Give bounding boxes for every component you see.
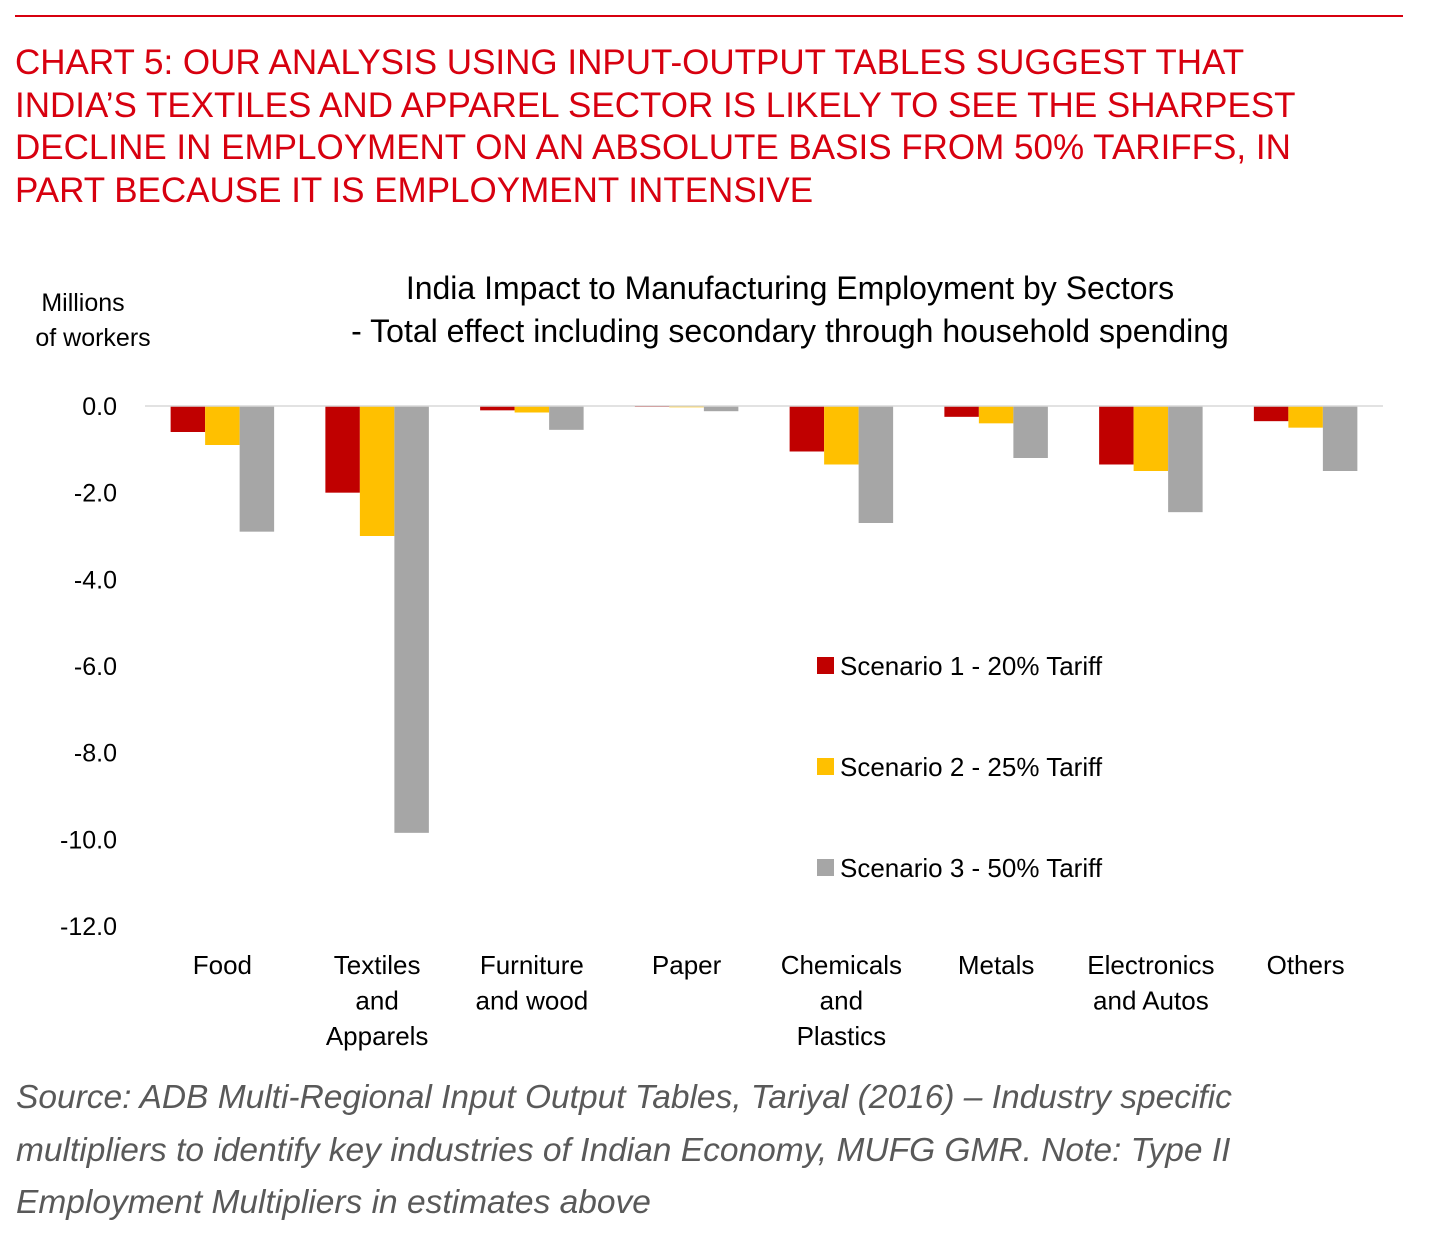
x-tick-label: Textiles xyxy=(334,950,421,980)
y-tick-label: 0.0 xyxy=(82,393,117,421)
heading-line: PART BECAUSE IT IS EMPLOYMENT INTENSIVE xyxy=(15,170,814,210)
bar xyxy=(480,406,515,411)
bar xyxy=(1133,406,1169,471)
bar xyxy=(549,406,584,430)
chart-title-line: - Total effect including secondary throu… xyxy=(351,313,1229,349)
x-axis-labels: Food Textiles and Apparels Furniture and wood… xyxy=(193,950,1345,1051)
y-axis-ticks: 0.0 -2.0 -4.0 -6.0 -8.0 -10.0 -12.0 xyxy=(60,393,117,941)
bar xyxy=(824,406,859,465)
y-tick-label: -6.0 xyxy=(74,653,117,681)
source-line: Source: ADB Multi-Regional Input Output … xyxy=(16,1079,1232,1116)
x-tick-label: and xyxy=(355,986,398,1016)
chart-title-line: India Impact to Manufacturing Employment… xyxy=(406,270,1174,306)
heading-line: CHART 5: OUR ANALYSIS USING INPUT-OUTPUT… xyxy=(15,43,1245,82)
x-tick-label: and wood xyxy=(475,986,588,1016)
bar xyxy=(514,406,550,413)
legend-label: Scenario 1 - 20% Tariff xyxy=(840,651,1103,681)
x-tick-label: Paper xyxy=(652,950,722,980)
legend-label: Scenario 3 - 50% Tariff xyxy=(840,853,1103,883)
employment-bar-chart: Millions of workers India Impact to Manu… xyxy=(35,270,1383,1051)
legend-swatch xyxy=(817,758,834,775)
bar xyxy=(239,406,275,532)
x-tick-label: and Autos xyxy=(1093,986,1209,1016)
chart-heading: CHART 5: OUR ANALYSIS USING INPUT-OUTPUT… xyxy=(15,42,1415,212)
legend-label: Scenario 2 - 25% Tariff xyxy=(840,752,1103,782)
x-tick-label: Furniture xyxy=(480,950,584,980)
source-line: multipliers to identify key industries o… xyxy=(16,1131,1231,1169)
y-tick-label: -12.0 xyxy=(60,913,117,941)
bar xyxy=(944,406,979,417)
legend-swatch xyxy=(817,859,834,876)
source-line: Employment Multipliers in estimates abov… xyxy=(16,1184,651,1221)
x-tick-label: Electronics xyxy=(1087,950,1214,980)
bar xyxy=(359,406,395,536)
x-tick-label: Metals xyxy=(958,950,1035,980)
x-tick-label: Others xyxy=(1267,950,1345,980)
bar xyxy=(703,406,739,412)
bar xyxy=(1322,406,1358,471)
x-tick-label: Chemicals xyxy=(781,950,902,980)
y-tick-label: -4.0 xyxy=(74,566,117,594)
top-divider xyxy=(15,15,1403,17)
bar xyxy=(1013,406,1048,458)
bar xyxy=(789,406,825,452)
legend: Scenario 1 - 20% Tariff Scenario 2 - 25% … xyxy=(817,651,1103,883)
y-tick-label: -8.0 xyxy=(74,740,117,768)
bars xyxy=(170,406,1358,833)
x-tick-label: Plastics xyxy=(797,1021,887,1051)
bar xyxy=(394,406,429,833)
bar xyxy=(170,406,206,432)
y-axis-label-line: Millions xyxy=(41,289,124,317)
bar xyxy=(1099,406,1134,465)
bar xyxy=(978,406,1014,424)
x-tick-label: and xyxy=(820,986,863,1016)
y-tick-label: -2.0 xyxy=(74,480,117,508)
bar xyxy=(325,406,360,493)
bar xyxy=(1168,406,1203,513)
x-tick-label: Apparels xyxy=(326,1021,429,1051)
bar xyxy=(1288,406,1323,428)
y-axis-label-line: of workers xyxy=(35,324,150,352)
x-tick-label: Food xyxy=(193,950,252,980)
source-note: Source: ADB Multi-Regional Input Output … xyxy=(16,1072,1416,1230)
bar xyxy=(1253,406,1289,422)
heading-line: INDIA’S TEXTILES AND APPAREL SECTOR IS L… xyxy=(15,85,1296,125)
bar xyxy=(858,406,894,523)
heading-line: DECLINE IN EMPLOYMENT ON AN ABSOLUTE BAS… xyxy=(15,128,1291,167)
y-tick-label: -10.0 xyxy=(60,826,117,854)
bar xyxy=(205,406,240,445)
legend-swatch xyxy=(817,657,834,674)
